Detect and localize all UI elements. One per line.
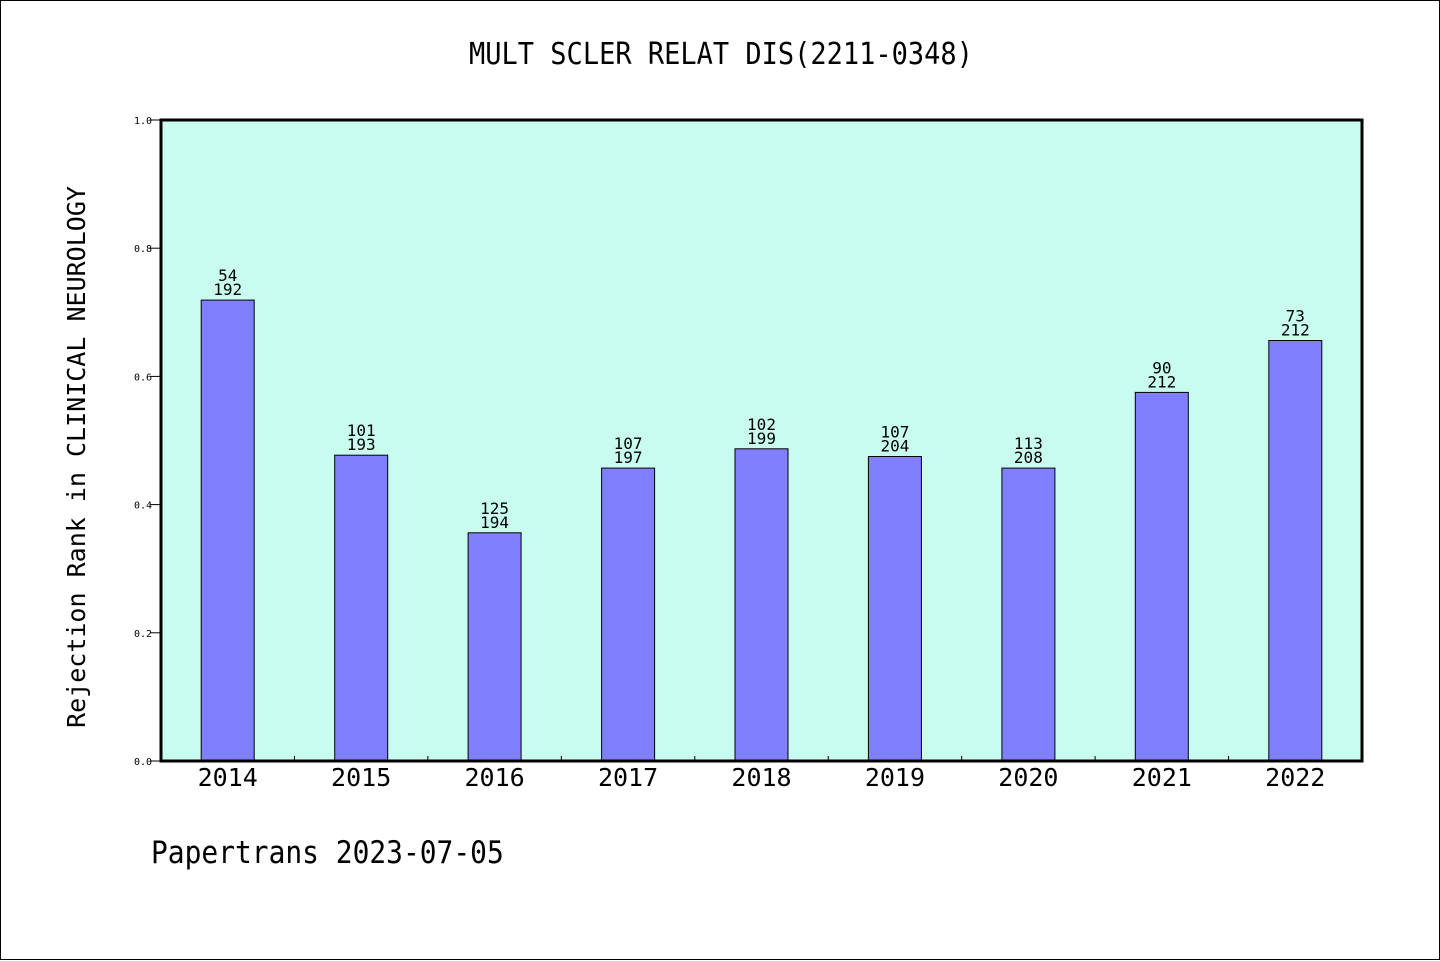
x-tick-label: 2021 — [1132, 763, 1192, 792]
bar-label-bottom: 197 — [614, 448, 643, 467]
bar-2016 — [467, 532, 522, 762]
bar-label-bottom: 192 — [213, 280, 242, 299]
x-tick-label: 2022 — [1265, 763, 1325, 792]
y-tick-label: 0.4 — [134, 501, 152, 512]
bar-label-top: 113 — [1014, 434, 1043, 453]
bar-2017 — [601, 467, 656, 762]
bar-2020 — [1001, 467, 1056, 762]
bar-label-top: 90 — [1152, 358, 1171, 377]
bar-2015 — [334, 454, 389, 762]
bar-label-top: 107 — [614, 434, 643, 453]
bar-2014 — [200, 299, 255, 762]
bar-2019 — [867, 456, 922, 762]
x-tick-label: 2020 — [998, 763, 1058, 792]
bar-label-bottom: 212 — [1281, 321, 1310, 340]
x-tick-label: 2017 — [598, 763, 658, 792]
x-axis: 2014 2015 2016 2017 2018 2019 2020 2021 2022 — [198, 756, 1325, 792]
x-tick-label: 2015 — [331, 763, 391, 792]
x-tick-label: 2018 — [731, 763, 791, 792]
bar-label-top: 73 — [1286, 307, 1305, 326]
bar-2018 — [734, 448, 789, 762]
bars-layer — [200, 299, 1323, 762]
bar-label-bottom: 194 — [480, 513, 509, 532]
y-axis-label: Rejection Rank in CLINICAL NEUROLOGY — [62, 186, 91, 728]
bar-label-bottom: 212 — [1147, 372, 1176, 391]
x-tick-label: 2019 — [865, 763, 925, 792]
y-tick-label: 0.2 — [134, 629, 152, 640]
y-axis: 0.0 0.2 0.4 0.6 0.8 1.0 — [134, 116, 161, 768]
bar-2021 — [1134, 391, 1189, 762]
y-tick-label: 0.0 — [134, 757, 152, 768]
chart-title: MULT SCLER RELAT DIS(2211-0348) — [469, 37, 973, 72]
bar-label-bottom: 199 — [747, 429, 776, 448]
bar-label-top: 107 — [880, 423, 909, 442]
bar-label-bottom: 208 — [1014, 448, 1043, 467]
y-tick-label: 1.0 — [134, 116, 152, 127]
y-tick-label: 0.8 — [134, 244, 152, 255]
bar-label-bottom: 204 — [880, 437, 909, 456]
plot-frame — [159, 118, 1364, 763]
bar-label-top: 102 — [747, 415, 776, 434]
bar-label-top: 125 — [480, 499, 509, 518]
bar-label-bottom: 193 — [347, 435, 376, 454]
bar-label-top: 54 — [218, 266, 237, 285]
bar-2022 — [1268, 340, 1323, 762]
x-tick-label: 2016 — [465, 763, 525, 792]
footer-credit: Papertrans 2023-07-05 — [151, 835, 504, 871]
x-tick-label: 2014 — [198, 763, 258, 792]
y-tick-label: 0.6 — [134, 372, 152, 383]
bar-label-top: 101 — [347, 421, 376, 440]
